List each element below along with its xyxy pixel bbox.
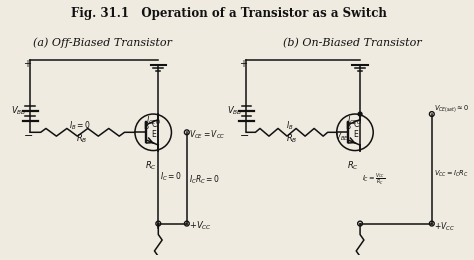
Text: $I_B$: $I_B$ [286, 119, 293, 132]
Text: $R_C$: $R_C$ [346, 160, 358, 172]
Text: $V_{BB}$: $V_{BB}$ [11, 104, 27, 116]
Text: Fig. 31.1   Operation of a Transistor as a Switch: Fig. 31.1 Operation of a Transistor as a… [71, 7, 387, 20]
Text: B: B [143, 122, 148, 131]
Text: $V_{CC}=I_CR_C$: $V_{CC}=I_CR_C$ [434, 168, 468, 179]
Text: $-$: $-$ [239, 129, 249, 139]
Text: $+V_{CC}$: $+V_{CC}$ [189, 219, 212, 232]
Text: $I_C=\frac{V_{CC}}{R_C}$: $I_C=\frac{V_{CC}}{R_C}$ [362, 172, 385, 187]
Text: $V_{CE}=V_{CC}$: $V_{CE}=V_{CC}$ [189, 128, 225, 141]
Text: $I_CR_C=0$: $I_CR_C=0$ [189, 173, 220, 186]
Text: (b) On-Biased Transistor: (b) On-Biased Transistor [283, 37, 421, 48]
Text: C: C [152, 120, 157, 129]
Text: $+$: $+$ [239, 58, 248, 69]
Text: E: E [152, 131, 156, 139]
Text: $I_C=0$: $I_C=0$ [160, 170, 182, 183]
Text: $V_{BE}$: $V_{BE}$ [335, 130, 349, 142]
Text: (a) Off-Biased Transistor: (a) Off-Biased Transistor [33, 37, 172, 48]
Text: $V_{CE(sat)}\approx 0$: $V_{CE(sat)}\approx 0$ [434, 103, 469, 114]
Text: $R_B$: $R_B$ [76, 133, 88, 145]
Text: $+$: $+$ [23, 58, 32, 69]
Text: $-$: $-$ [23, 129, 33, 139]
Text: $I_{CEO}$: $I_{CEO}$ [146, 115, 161, 127]
Circle shape [358, 112, 362, 116]
Text: $R_B$: $R_B$ [286, 133, 297, 145]
Text: $I_B=0$: $I_B=0$ [69, 119, 91, 132]
Text: $I_{CEO}$: $I_{CEO}$ [347, 115, 363, 127]
Text: E: E [354, 131, 358, 139]
Text: $R_C$: $R_C$ [145, 160, 157, 172]
Text: $+V_{CC}$: $+V_{CC}$ [434, 220, 455, 233]
Text: B: B [345, 122, 350, 131]
Text: $V_{BB}$: $V_{BB}$ [227, 104, 243, 116]
Text: C: C [353, 120, 358, 129]
